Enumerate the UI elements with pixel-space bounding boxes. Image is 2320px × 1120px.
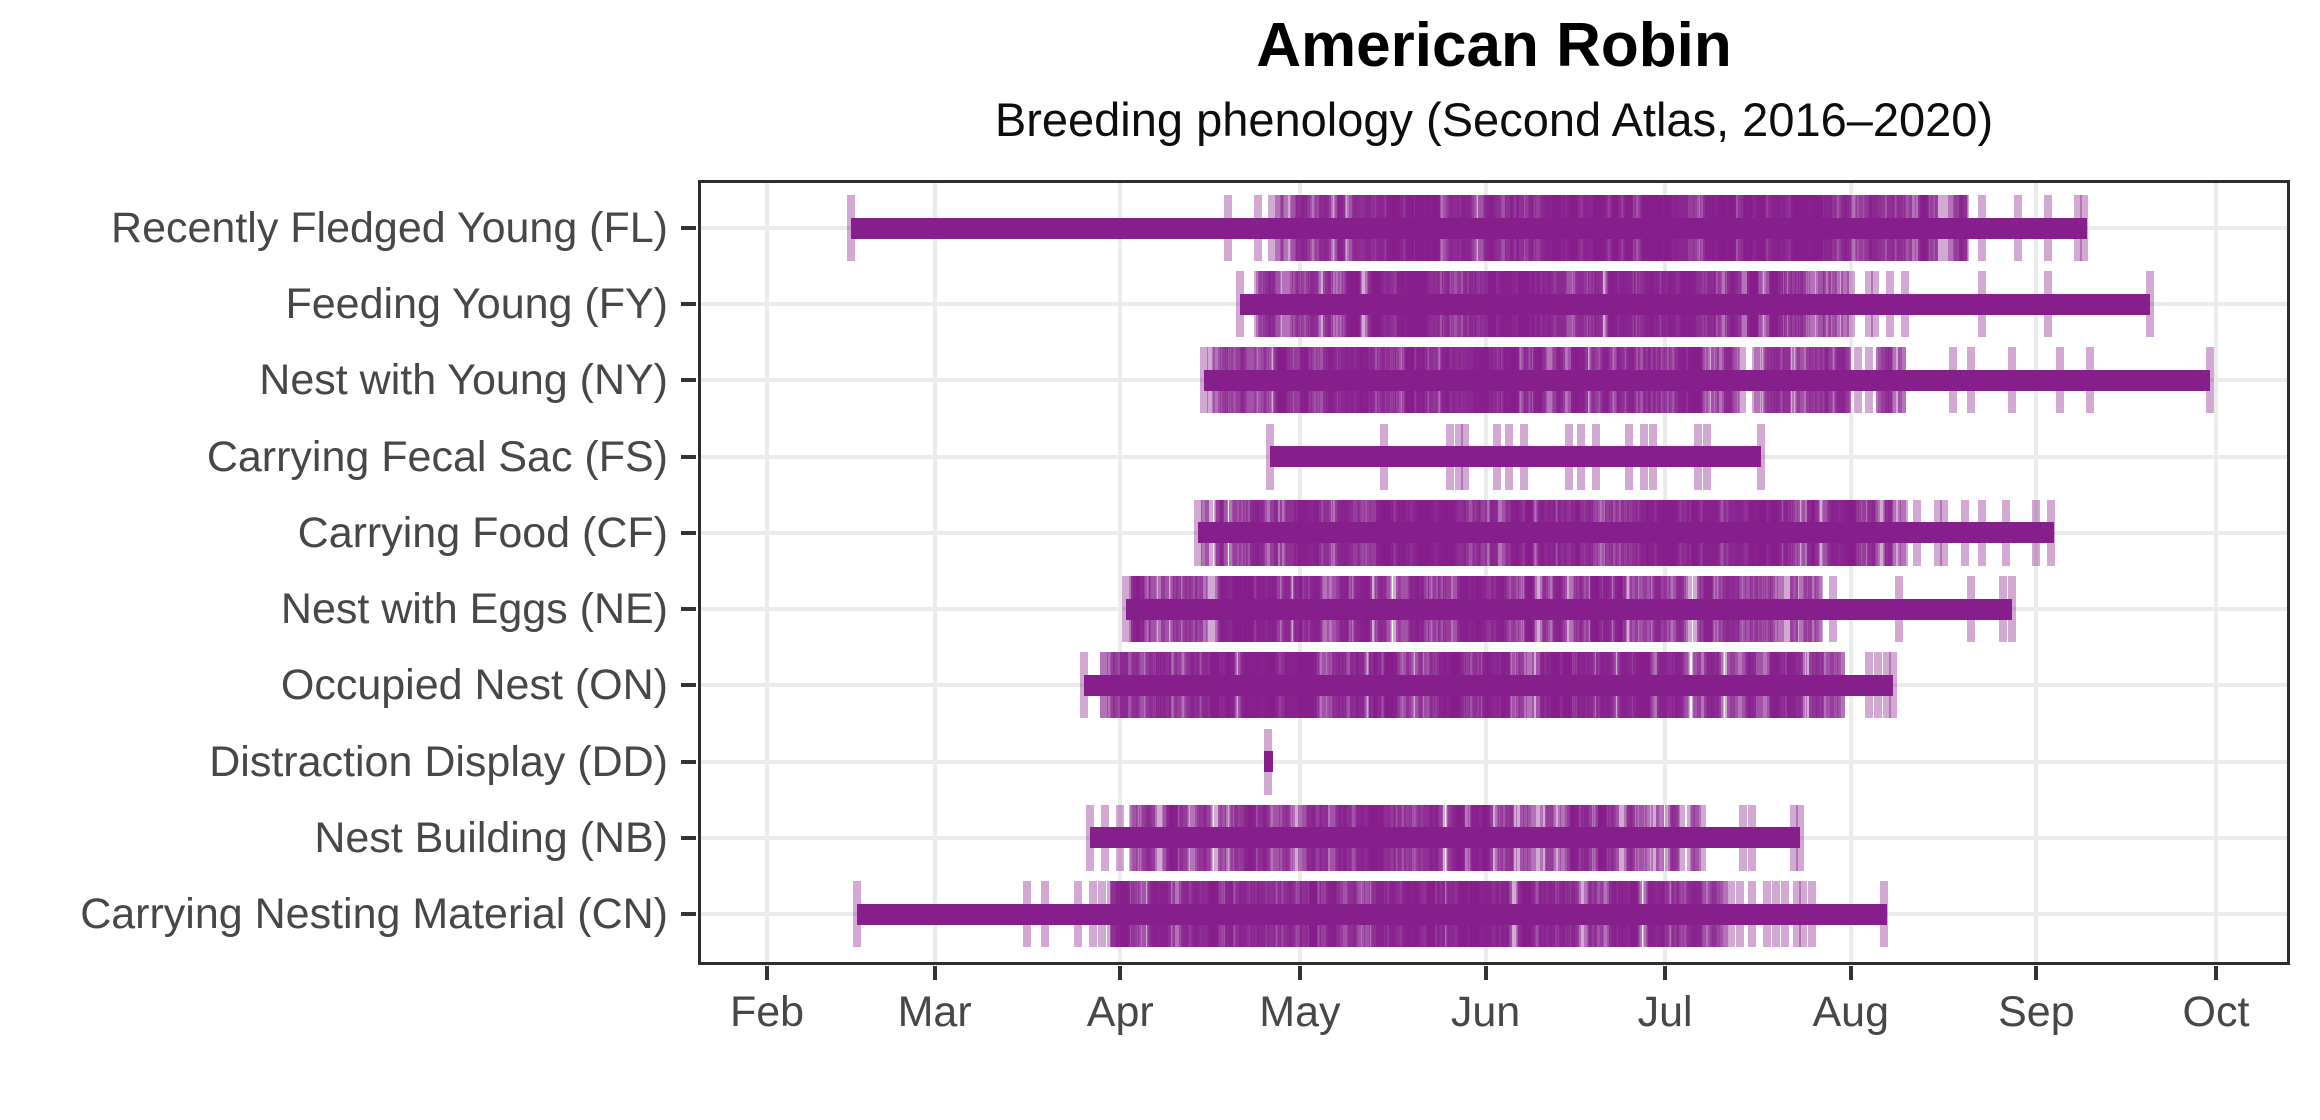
x-axis-tickmark (1483, 966, 1488, 980)
y-axis-tickmark (681, 759, 696, 764)
y-axis-label: Carrying Food (CF) (297, 508, 668, 557)
x-axis-label: Jul (1637, 988, 1693, 1036)
observation-tick (2206, 347, 2214, 414)
x-axis-tickmark (2214, 966, 2218, 980)
y-axis-label: Carrying Fecal Sac (FS) (206, 432, 668, 481)
observation-tick (1795, 804, 1804, 871)
phenology-row-FL (698, 180, 2290, 965)
phenology-row-CN (698, 180, 2290, 965)
date-range-bar (1263, 751, 1273, 773)
y-axis-tickmark (681, 607, 696, 612)
observation-tick (1756, 423, 1765, 490)
x-axis-label: May (1259, 988, 1341, 1036)
phenology-row-ON (698, 180, 2290, 965)
date-range-bar (1084, 674, 1893, 696)
v-gridline (1483, 180, 1488, 965)
date-range-bar (1126, 598, 2013, 620)
x-axis-label: Aug (1812, 988, 1889, 1036)
observation-tick (2008, 576, 2017, 643)
phenology-row-FS (698, 180, 2290, 965)
x-axis-tickmark (1118, 966, 1123, 980)
h-gridline (698, 759, 2290, 764)
date-range-bar (850, 217, 2087, 239)
phenology-row-NB (698, 180, 2290, 965)
chart-subtitle: Breeding phenology (Second Atlas, 2016–2… (994, 93, 1994, 146)
x-axis-label: Sep (1998, 988, 2075, 1036)
x-axis-label: Mar (897, 988, 972, 1036)
y-axis-label: Recently Fledged Young (FL) (111, 204, 668, 252)
date-range-bar (1198, 522, 2055, 544)
y-axis-tickmark (681, 912, 696, 916)
y-axis-label: Nest with Young (NY) (259, 356, 668, 405)
y-axis-tickmark (681, 454, 696, 459)
phenology-row-NE (698, 180, 2290, 965)
x-axis-label: Apr (1086, 988, 1154, 1036)
x-axis-tickmark (1663, 966, 1668, 980)
observation-tick (2146, 271, 2155, 338)
y-axis-label: Occupied Nest (ON) (280, 661, 668, 710)
y-axis-label: Feeding Young (FY) (285, 280, 669, 329)
y-axis-tickmark (681, 530, 696, 535)
v-gridline (1663, 180, 1668, 965)
y-axis-tickmark (681, 835, 696, 840)
v-gridline (932, 180, 937, 965)
x-axis-label: Feb (729, 988, 805, 1036)
y-axis-label: Distraction Display (DD) (209, 737, 668, 786)
phenology-row-CF (698, 180, 2290, 965)
v-gridline (765, 180, 769, 965)
v-gridline (1297, 180, 1302, 965)
v-gridline (1118, 180, 1123, 965)
chart-title: American Robin (1256, 11, 1732, 80)
y-axis-label: Carrying Nesting Material (CN) (80, 890, 668, 938)
date-range-bar (1240, 293, 2151, 315)
date-range-bar (856, 903, 1887, 925)
y-axis-tickmark (681, 302, 696, 307)
x-axis-tickmark (1848, 966, 1853, 980)
v-gridline (2214, 180, 2218, 965)
x-axis-tickmark (1297, 966, 1302, 980)
x-axis-tickmark (2034, 966, 2039, 980)
x-axis-tickmark (932, 966, 937, 980)
y-axis-tickmark (681, 378, 696, 383)
date-range-bar (1090, 827, 1800, 849)
phenology-row-NY (698, 180, 2290, 965)
observation-tick (1888, 652, 1897, 719)
y-axis-tickmark (681, 226, 696, 230)
plot-panel (698, 180, 2290, 965)
date-range-bar (1269, 446, 1761, 468)
y-axis-label: Nest with Eggs (NE) (280, 585, 668, 634)
phenology-row-FY (698, 180, 2290, 965)
v-gridline (2034, 180, 2039, 965)
phenology-row-DD (698, 180, 2290, 965)
v-gridline (1848, 180, 1853, 965)
y-axis-tickmark (681, 683, 696, 688)
x-axis-label: Jun (1450, 988, 1521, 1036)
date-range-bar (1204, 369, 2210, 391)
y-axis-label: Nest Building (NB) (314, 813, 668, 862)
x-axis-label: Oct (2182, 988, 2250, 1036)
x-axis-tickmark (765, 966, 769, 980)
